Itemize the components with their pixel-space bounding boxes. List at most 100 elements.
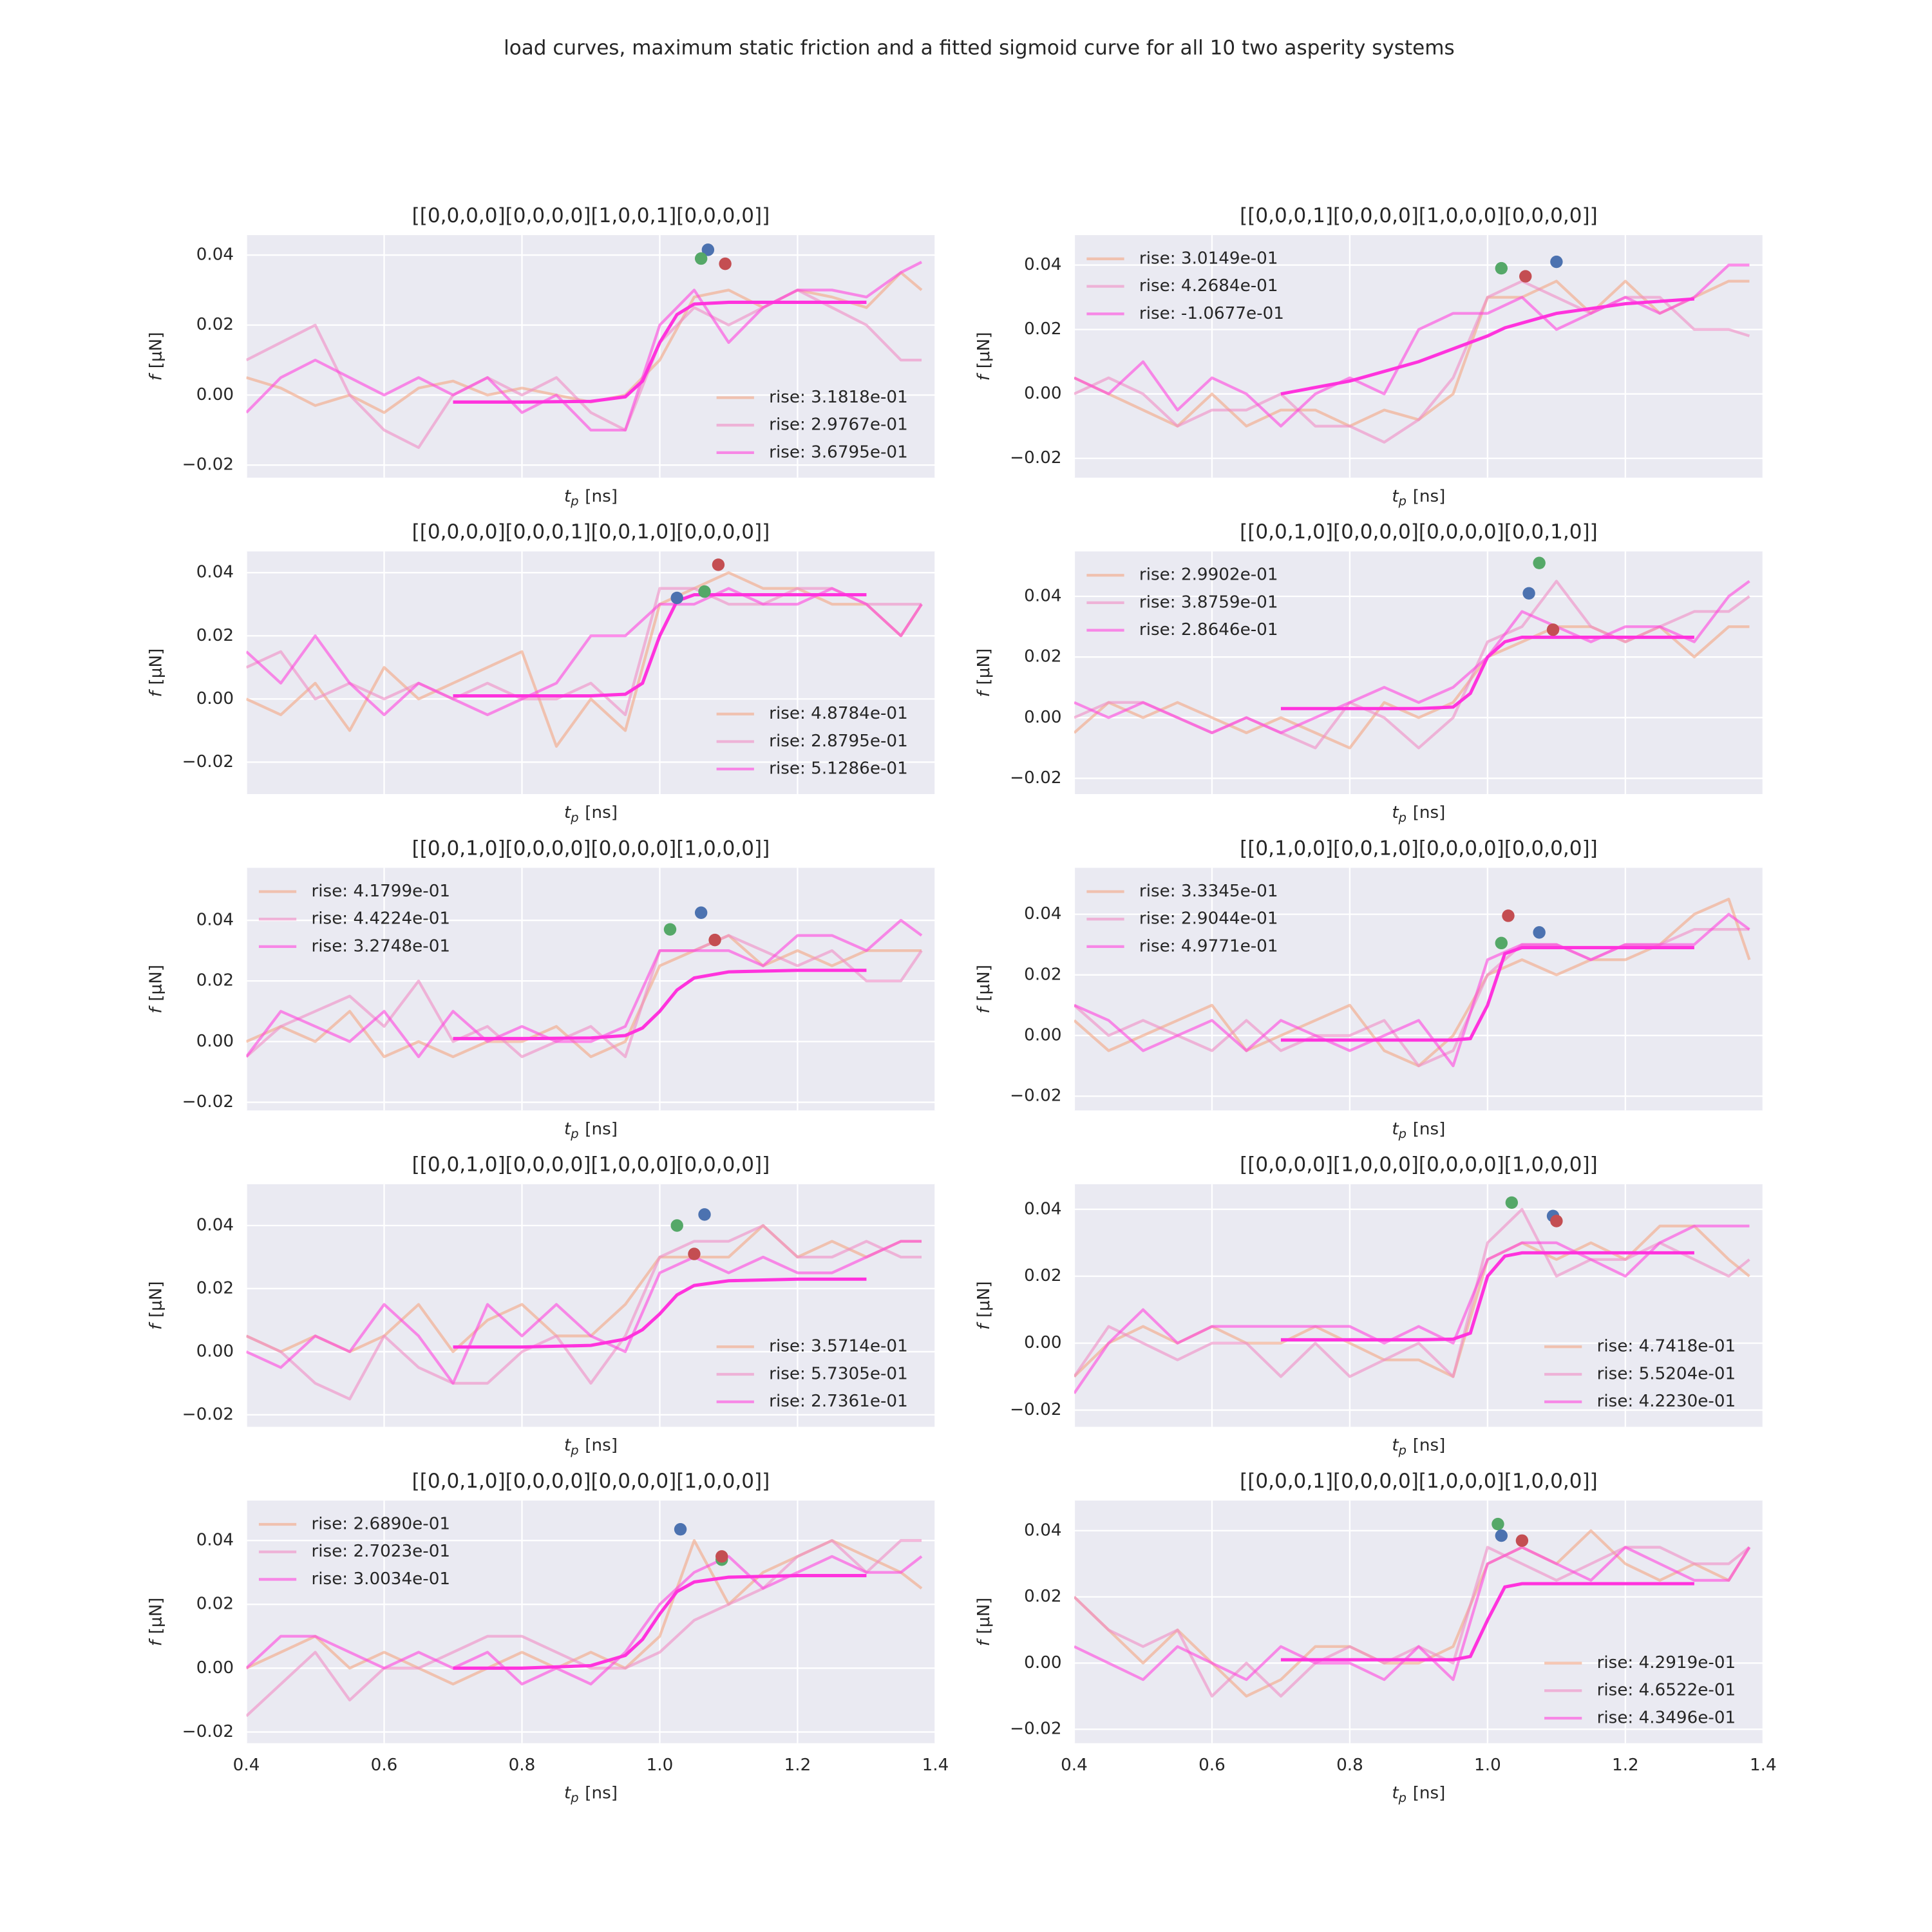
y-label-symbol: f (974, 1005, 994, 1014)
y-axis-label: f [μN] (146, 1598, 166, 1647)
subplot: −0.02 0.00 0.02 0.04 0.4 0.6 0.8 1.0 1.2 1.4 [[0,0… (146, 1470, 949, 1805)
subplot-title: [[0,0,1,0][0,0,0,0][0,0,0,0][1,0,0,0]] (412, 837, 770, 860)
load-curve (246, 1539, 922, 1718)
subplot: −0.02 0.00 0.02 0.04 [[0,0,0,0][1,0,0,0][0,0… (974, 1153, 1765, 1457)
max-static-friction (1550, 255, 1563, 269)
plot-area (1074, 551, 1763, 795)
y-axis-label: f [μN] (974, 1281, 994, 1330)
plot-area (1074, 235, 1763, 478)
y-tick-label: 0.02 (196, 1595, 234, 1614)
legend-label: rise: 2.9767e-01 (769, 415, 908, 435)
y-tick-label: 0.00 (196, 1341, 234, 1361)
y-tick-label: 0.04 (196, 1216, 234, 1235)
max-static-friction (712, 558, 725, 571)
legend-label: rise: 2.8646e-01 (1139, 620, 1278, 639)
legend-label: rise: -1.0677e-01 (1139, 304, 1284, 323)
subplot-title: [[0,0,1,0][0,0,0,0][0,0,0,0][0,0,1,0]] (1240, 520, 1598, 544)
x-tick-label: 0.6 (371, 1756, 398, 1775)
x-label-unit: [ns] (585, 1119, 618, 1139)
x-tick-label: 0.8 (1336, 1756, 1363, 1775)
x-label-symbol: t (1392, 1783, 1399, 1803)
y-label-symbol: f (974, 1321, 994, 1330)
x-axis-label: tp [ns] (1392, 1119, 1445, 1141)
x-axis-label: tp [ns] (564, 1435, 618, 1457)
load-curve (246, 934, 922, 1059)
y-label-symbol: f (974, 372, 994, 381)
x-label-symbol: t (564, 803, 572, 822)
x-tick-label: 0.6 (1198, 1756, 1226, 1775)
x-tick-label: 1.2 (1612, 1756, 1639, 1775)
legend-label: rise: 3.0149e-01 (1139, 249, 1278, 268)
x-label-subscript: p (1398, 1443, 1406, 1457)
max-static-friction (708, 933, 721, 947)
y-label-symbol: f (146, 372, 166, 381)
x-tick-label: 1.0 (1474, 1756, 1501, 1775)
load-curve (246, 1224, 922, 1401)
max-static-friction (1492, 1517, 1504, 1531)
load-curve (246, 587, 922, 717)
max-static-friction (715, 1550, 728, 1563)
x-label-unit: [ns] (585, 803, 618, 822)
y-label-symbol: f (146, 1005, 166, 1014)
legend-label: rise: 3.0034e-01 (311, 1569, 450, 1589)
load-curve (246, 261, 922, 431)
legend-label: rise: 4.2919e-01 (1597, 1653, 1736, 1672)
max-static-friction (1533, 556, 1546, 569)
y-tick-label: −0.02 (1010, 1719, 1061, 1739)
x-axis-label: tp [ns] (1392, 803, 1445, 825)
y-label-unit: [μN] (974, 649, 994, 685)
y-tick-label: −0.02 (182, 455, 234, 475)
max-static-friction (1519, 270, 1532, 283)
max-static-friction (1495, 936, 1508, 950)
legend-label: rise: 3.2748e-01 (311, 936, 450, 956)
x-label-unit: [ns] (1413, 803, 1446, 822)
y-tick-label: 0.02 (196, 626, 234, 645)
max-static-friction (1533, 926, 1546, 939)
x-axis-label: tp [ns] (1392, 1783, 1445, 1805)
y-tick-label: 0.04 (1024, 1199, 1061, 1218)
y-label-symbol: f (974, 688, 994, 697)
x-tick-label: 1.2 (784, 1756, 811, 1775)
x-label-symbol: t (564, 486, 572, 506)
subplot: −0.02 0.00 0.02 0.04 [[0,0,0,0][0,0,0,0][1,0… (146, 204, 936, 508)
max-static-friction (719, 257, 732, 270)
y-label-unit: [μN] (146, 1281, 166, 1318)
y-tick-label: 0.02 (1024, 647, 1061, 667)
y-tick-label: 0.00 (1024, 1025, 1061, 1045)
legend-label: rise: 2.7023e-01 (311, 1542, 450, 1561)
legend-label: rise: 3.1818e-01 (769, 388, 908, 407)
max-static-friction (1550, 1215, 1563, 1227)
x-label-unit: [ns] (585, 1783, 618, 1803)
x-label-symbol: t (1392, 803, 1399, 822)
subplot: −0.02 0.00 0.02 0.04 [[0,0,0,0][0,0,0,1][0,0… (146, 520, 936, 824)
x-axis-label: tp [ns] (564, 1783, 618, 1805)
max-static-friction (663, 923, 677, 936)
plot-area (246, 235, 936, 478)
x-tick-label: 1.4 (922, 1756, 949, 1775)
x-tick-label: 0.4 (1061, 1756, 1088, 1775)
plot-area (1074, 1501, 1763, 1743)
plot-area (246, 1184, 936, 1427)
max-static-friction (1502, 909, 1515, 922)
y-tick-label: 0.04 (196, 245, 234, 265)
x-label-unit: [ns] (1413, 1783, 1446, 1803)
subplot-title: [[0,0,1,0][0,0,0,0][1,0,0,0][0,0,0,0]] (412, 1153, 770, 1177)
subplot-title: [[0,0,0,1][0,0,0,0][1,0,0,0][1,0,0,0]] (1240, 1470, 1598, 1493)
y-tick-label: 0.04 (196, 911, 234, 930)
y-axis-label: f [μN] (146, 965, 166, 1014)
x-label-subscript: p (1398, 493, 1406, 508)
max-static-friction (698, 585, 711, 598)
x-axis-label: tp [ns] (564, 1119, 618, 1141)
legend-label: rise: 2.9044e-01 (1139, 909, 1278, 929)
y-tick-label: 0.04 (1024, 904, 1061, 923)
y-label-symbol: f (146, 1321, 166, 1330)
subplot-title: [[0,0,1,0][0,0,0,0][0,0,0,0][1,0,0,0]] (412, 1470, 770, 1493)
x-label-unit: [ns] (1413, 1435, 1446, 1455)
x-axis-label: tp [ns] (564, 486, 618, 508)
sigmoid-fit (1280, 1251, 1694, 1341)
x-label-unit: [ns] (1413, 486, 1446, 506)
y-label-unit: [μN] (146, 649, 166, 685)
subplot: −0.02 0.00 0.02 0.04 [[0,0,0,1][0,0,0,0][1,0… (974, 204, 1765, 508)
y-tick-label: 0.00 (1024, 708, 1061, 727)
